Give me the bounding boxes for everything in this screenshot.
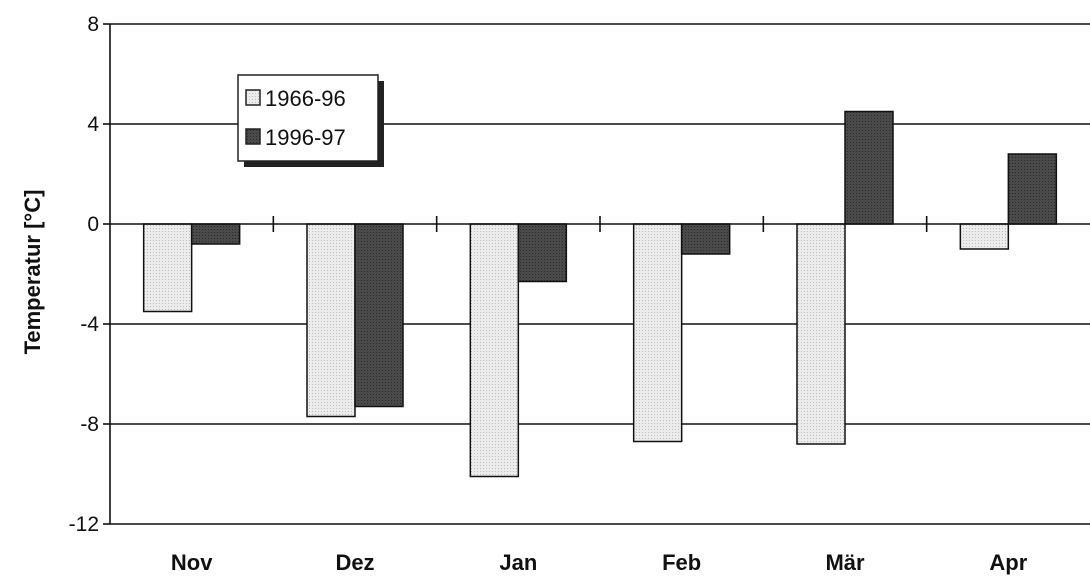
bar-1996-97-Mär (844, 110, 894, 225)
bar-1996-97-Jan (517, 223, 568, 283)
bar-1996-97-Nov (190, 223, 241, 245)
y-tick-label: -8 (80, 413, 99, 436)
bar-1996-97-Feb (680, 223, 731, 255)
x-tick-label: Apr (989, 550, 1027, 575)
bars (142, 110, 1058, 478)
legend-swatch-1996-97 (245, 128, 261, 145)
bar-1966-96-Apr (959, 223, 1010, 250)
y-tick-label: 4 (87, 113, 99, 136)
x-tick-label: Dez (335, 550, 374, 575)
y-tick-label: -4 (80, 313, 99, 336)
zero-axis (110, 216, 1090, 232)
bar-1966-96-Nov (142, 223, 193, 313)
y-tick-label: 0 (87, 213, 99, 236)
bar-1966-96-Dez (306, 223, 356, 418)
bar-1966-96-Mär (796, 223, 846, 445)
bar-1996-97-Dez (354, 223, 404, 408)
y-axis-title: Temperatur [°C] (20, 190, 45, 355)
x-tick-label: Jan (499, 550, 537, 575)
bar-1996-97-Apr (1007, 153, 1058, 225)
bar-1966-96-Jan (469, 223, 520, 478)
y-tick-label: 8 (87, 13, 99, 36)
x-axis-labels: Nov Dez Jan Feb Mär Apr (171, 550, 1028, 575)
legend-label-1996-97: 1996-97 (265, 125, 346, 150)
legend: 1966-96 1996-97 (237, 74, 384, 167)
x-tick-label: Mär (825, 550, 865, 575)
y-axis: 8 4 0 -4 -8 -12 (69, 13, 111, 536)
x-tick-label: Nov (171, 550, 213, 575)
y-tick-label: -12 (69, 513, 99, 536)
legend-label-1966-96: 1966-96 (265, 86, 346, 111)
legend-swatch-1966-96 (245, 89, 261, 106)
bar-1966-96-Feb (632, 223, 683, 443)
x-tick-label: Feb (662, 550, 701, 575)
